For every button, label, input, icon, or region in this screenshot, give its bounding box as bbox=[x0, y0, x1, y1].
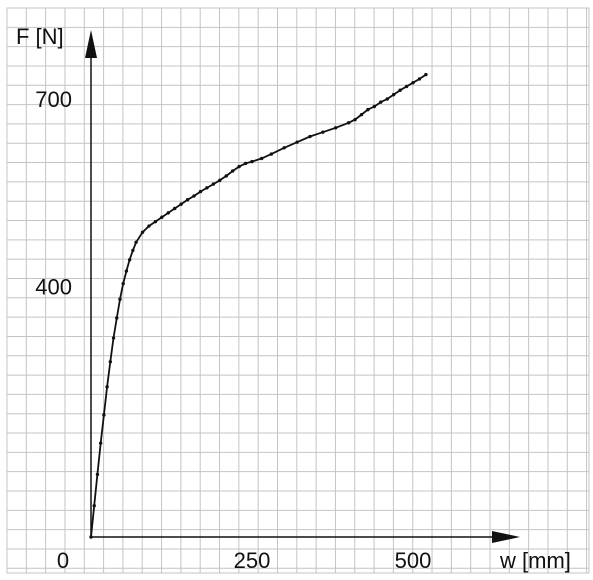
data-point bbox=[192, 194, 196, 198]
data-point bbox=[140, 230, 145, 234]
data-point bbox=[179, 202, 183, 206]
data-point bbox=[153, 219, 158, 224]
x-tick-label: 0 bbox=[57, 548, 69, 573]
data-point bbox=[95, 472, 100, 477]
data-point bbox=[334, 126, 338, 130]
data-point bbox=[385, 97, 389, 101]
data-point bbox=[243, 161, 248, 166]
data-point bbox=[372, 104, 377, 109]
data-point bbox=[295, 140, 299, 144]
data-point bbox=[346, 121, 351, 125]
data-point bbox=[391, 92, 396, 97]
data-point bbox=[424, 72, 428, 77]
data-point bbox=[211, 182, 216, 186]
data-point bbox=[366, 107, 370, 112]
data-point bbox=[127, 258, 132, 262]
data-point bbox=[121, 281, 125, 286]
data-point bbox=[308, 134, 312, 139]
data-point bbox=[321, 130, 325, 134]
data-point bbox=[379, 100, 383, 104]
data-point bbox=[404, 84, 409, 89]
grid bbox=[6, 7, 590, 574]
x-axis-label: w [mm] bbox=[499, 548, 571, 573]
data-point bbox=[269, 152, 274, 156]
y-tick-label: 400 bbox=[35, 275, 72, 300]
data-point bbox=[118, 297, 122, 301]
data-point bbox=[218, 178, 222, 183]
data-point bbox=[160, 215, 164, 219]
data-point bbox=[185, 198, 190, 202]
data-point bbox=[411, 81, 415, 85]
data-point bbox=[250, 159, 254, 164]
data-point bbox=[131, 248, 135, 253]
data-series bbox=[89, 72, 428, 539]
grid-border bbox=[6, 7, 590, 574]
data-point bbox=[108, 360, 113, 364]
data-point bbox=[398, 88, 402, 92]
data-point bbox=[134, 240, 138, 244]
data-point bbox=[230, 169, 235, 173]
data-point bbox=[111, 336, 116, 340]
data-point bbox=[353, 117, 357, 122]
data-point bbox=[124, 269, 129, 273]
data-point bbox=[237, 164, 241, 169]
data-point bbox=[92, 504, 96, 508]
data-point bbox=[166, 211, 170, 215]
x-axis-arrow bbox=[492, 531, 520, 543]
data-point bbox=[102, 413, 106, 417]
y-tick-label: 700 bbox=[35, 87, 72, 112]
data-point bbox=[89, 535, 93, 539]
x-tick-label: 250 bbox=[234, 548, 271, 573]
data-point bbox=[173, 206, 177, 211]
data-point bbox=[417, 77, 422, 81]
tick-labels: 0 250 500 400 700 bbox=[35, 87, 431, 573]
data-point bbox=[105, 385, 109, 389]
data-point bbox=[259, 156, 264, 161]
data-point bbox=[282, 146, 286, 150]
x-tick-label: 500 bbox=[395, 548, 432, 573]
data-point bbox=[147, 224, 151, 228]
data-point bbox=[115, 316, 119, 320]
data-point bbox=[198, 189, 203, 194]
axes bbox=[85, 30, 520, 543]
y-axis-arrow bbox=[85, 30, 97, 58]
data-point bbox=[205, 186, 209, 190]
data-point bbox=[359, 112, 364, 117]
data-point bbox=[98, 441, 103, 445]
data-point bbox=[224, 174, 228, 178]
y-axis-label: F [N] bbox=[16, 24, 64, 49]
